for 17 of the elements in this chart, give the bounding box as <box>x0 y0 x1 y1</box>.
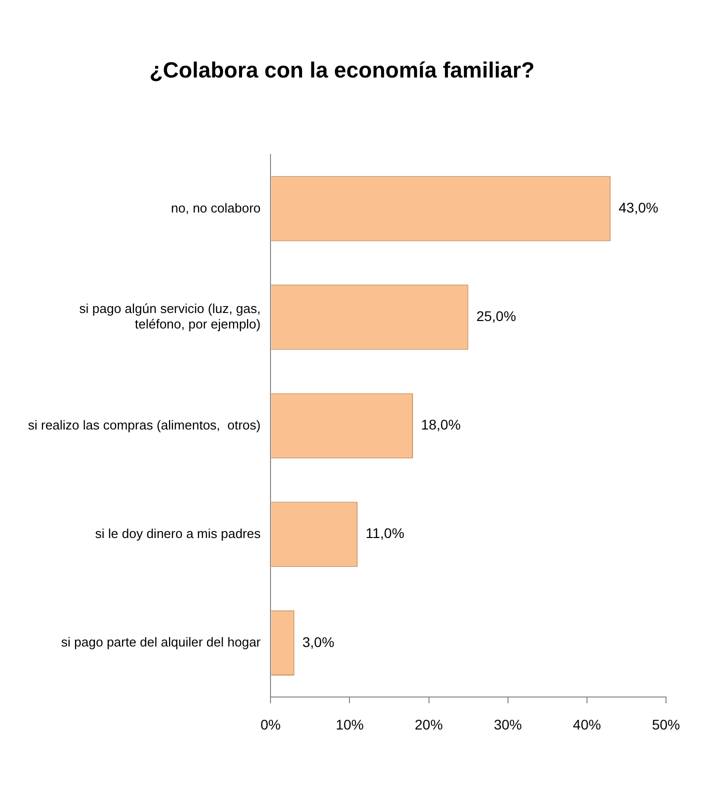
y-tick-label: no, no colaboro <box>171 200 261 216</box>
data-label: 25,0% <box>476 308 516 324</box>
x-tick-label: 10% <box>336 716 364 732</box>
y-tick-label: si pago parte del alquiler del hogar <box>61 634 262 650</box>
data-label: 18,0% <box>420 416 461 433</box>
x-tick-label: 30% <box>494 716 522 732</box>
data-label: 3,0% <box>302 634 334 650</box>
y-tick-label: si pago algún servicio (luz, gas, teléfono, por ejemplo) <box>79 301 261 332</box>
data-label: 11,0% <box>366 525 404 542</box>
y-tick-label: si le doy dinero a mis padres <box>95 526 262 541</box>
x-tick-label: 50% <box>652 716 680 732</box>
x-tick-label: 40% <box>572 716 601 732</box>
x-tick-label: 20% <box>414 716 443 732</box>
chart-title: ¿Colabora con la economía familiar? <box>149 57 535 82</box>
y-tick-label: si realizo las compras (alimentos, otros) <box>28 417 261 432</box>
x-tick-label: 0% <box>260 716 281 732</box>
data-label: 43,0% <box>618 200 658 216</box>
